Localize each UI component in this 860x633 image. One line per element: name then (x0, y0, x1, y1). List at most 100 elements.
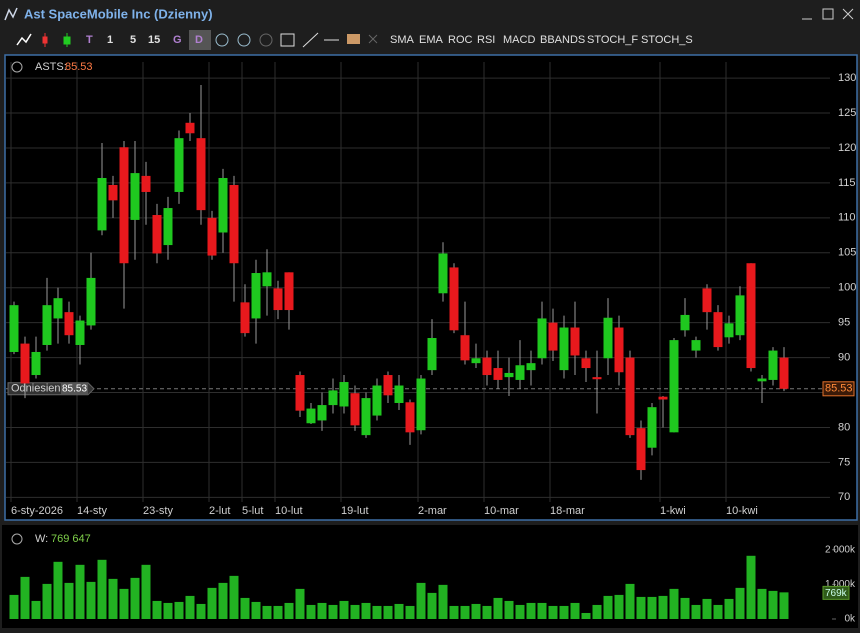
y-tick-label: 1 000k (825, 579, 856, 590)
y-tick-label: 105 (838, 247, 856, 259)
volume-bar (449, 605, 459, 619)
x-tick-label: 10-lut (275, 505, 303, 517)
volume-bar (42, 583, 52, 619)
candle-body (251, 273, 261, 319)
legend-symbol: ASTS: (35, 61, 67, 73)
y-tick-label: 0k (844, 614, 856, 625)
candle-body (680, 314, 690, 331)
candle-body (537, 318, 547, 359)
zoom-out-button[interactable] (237, 33, 251, 47)
volume-bar (196, 603, 206, 619)
close-button[interactable] (842, 8, 854, 20)
volume-bar (207, 587, 217, 619)
volume-bar (592, 604, 602, 619)
volume-bar (548, 605, 558, 619)
line-chart-button[interactable] (16, 33, 32, 46)
y-tick-label: 2 000k (825, 544, 856, 555)
bar-chart-button[interactable] (42, 33, 48, 47)
candle-body (383, 375, 393, 396)
volume-bar (757, 588, 767, 619)
volume-bar (141, 564, 151, 619)
delete-button[interactable] (368, 34, 378, 44)
text-button[interactable]: T (86, 34, 93, 46)
volume-bar (471, 603, 481, 619)
y-tick-label: 130 (838, 72, 856, 84)
volume-bar (317, 602, 327, 619)
price-legend: ASTS: 85.53 (11, 61, 93, 73)
candle-body (196, 138, 206, 211)
layers-button[interactable] (280, 33, 295, 47)
move-handle[interactable] (11, 533, 23, 545)
interval-button[interactable]: D (195, 34, 203, 46)
volume-bar (350, 604, 360, 619)
volume-bar (383, 605, 393, 619)
candle-body (339, 382, 349, 407)
y-tick-label: 115 (838, 177, 856, 189)
candle-body (9, 305, 19, 352)
indicator-button[interactable]: SMA (390, 34, 415, 46)
candle-chart-button[interactable] (63, 33, 71, 47)
x-tick-label: 1-kwi (660, 505, 686, 517)
candle-body (394, 385, 404, 403)
x-tick-label: 10-kwi (726, 505, 758, 517)
interval-button[interactable]: 5 (130, 34, 136, 46)
reset-zoom-button[interactable] (259, 33, 273, 47)
last-volume-tag (822, 585, 850, 600)
volume-bar (284, 602, 294, 619)
volume-legend: W: 769 647 (11, 533, 91, 545)
y-tick-label: 100 (838, 282, 856, 294)
interval-button[interactable]: G (173, 34, 182, 46)
volume-bar (680, 597, 690, 619)
candle-body (493, 368, 503, 380)
candle-body (515, 365, 525, 380)
volume-bar (108, 578, 118, 619)
volume-bar (152, 600, 162, 619)
indicator-button[interactable]: EMA (419, 34, 444, 46)
candle-body (328, 390, 338, 406)
candle-body (20, 343, 30, 384)
interval-button[interactable]: 15 (148, 34, 160, 46)
candle-body (174, 138, 184, 192)
candle-body (449, 267, 459, 331)
legend-value: 769 647 (51, 533, 91, 545)
indicator-button[interactable]: MACD (503, 34, 535, 46)
candle-body (669, 340, 679, 433)
candle-body (636, 428, 646, 471)
candle-body (75, 320, 85, 345)
legend-symbol: W: (35, 533, 48, 545)
x-tick-label: 19-lut (341, 505, 369, 517)
eraser-button[interactable] (347, 34, 360, 44)
candle-body (262, 272, 272, 287)
candle-body (306, 408, 316, 424)
maximize-button[interactable] (822, 8, 834, 20)
candle-body (31, 351, 41, 376)
volume-bar (75, 564, 85, 619)
indicator-button[interactable]: RSI (477, 34, 495, 46)
volume-bar (119, 588, 129, 619)
volume-bar (9, 594, 19, 619)
indicator-button[interactable]: BBANDS (540, 34, 585, 46)
candle-body (207, 217, 217, 256)
candle-body (372, 385, 382, 416)
trendline-button[interactable] (302, 32, 319, 48)
zoom-in-button[interactable] (215, 33, 229, 47)
candle-body (482, 357, 492, 376)
candle-body (317, 405, 327, 421)
x-tick-label: 10-mar (484, 505, 519, 517)
volume-chart: 0k 1 000k 2 000k 769k (9, 544, 856, 625)
candle-body (295, 375, 305, 411)
indicator-button[interactable]: ROC (448, 34, 473, 46)
candle-body (240, 302, 250, 334)
candle-body (141, 175, 151, 192)
move-handle[interactable] (11, 61, 23, 73)
candle-body (559, 327, 569, 371)
volume-bar (229, 575, 239, 619)
volume-bar (372, 605, 382, 619)
volume-bar (218, 582, 228, 619)
indicator-button[interactable]: STOCH_S (641, 34, 693, 46)
candle-body (64, 312, 74, 336)
indicator-button[interactable]: STOCH_F (587, 34, 638, 46)
interval-button[interactable]: 1 (107, 34, 113, 46)
candle-body (416, 378, 426, 431)
